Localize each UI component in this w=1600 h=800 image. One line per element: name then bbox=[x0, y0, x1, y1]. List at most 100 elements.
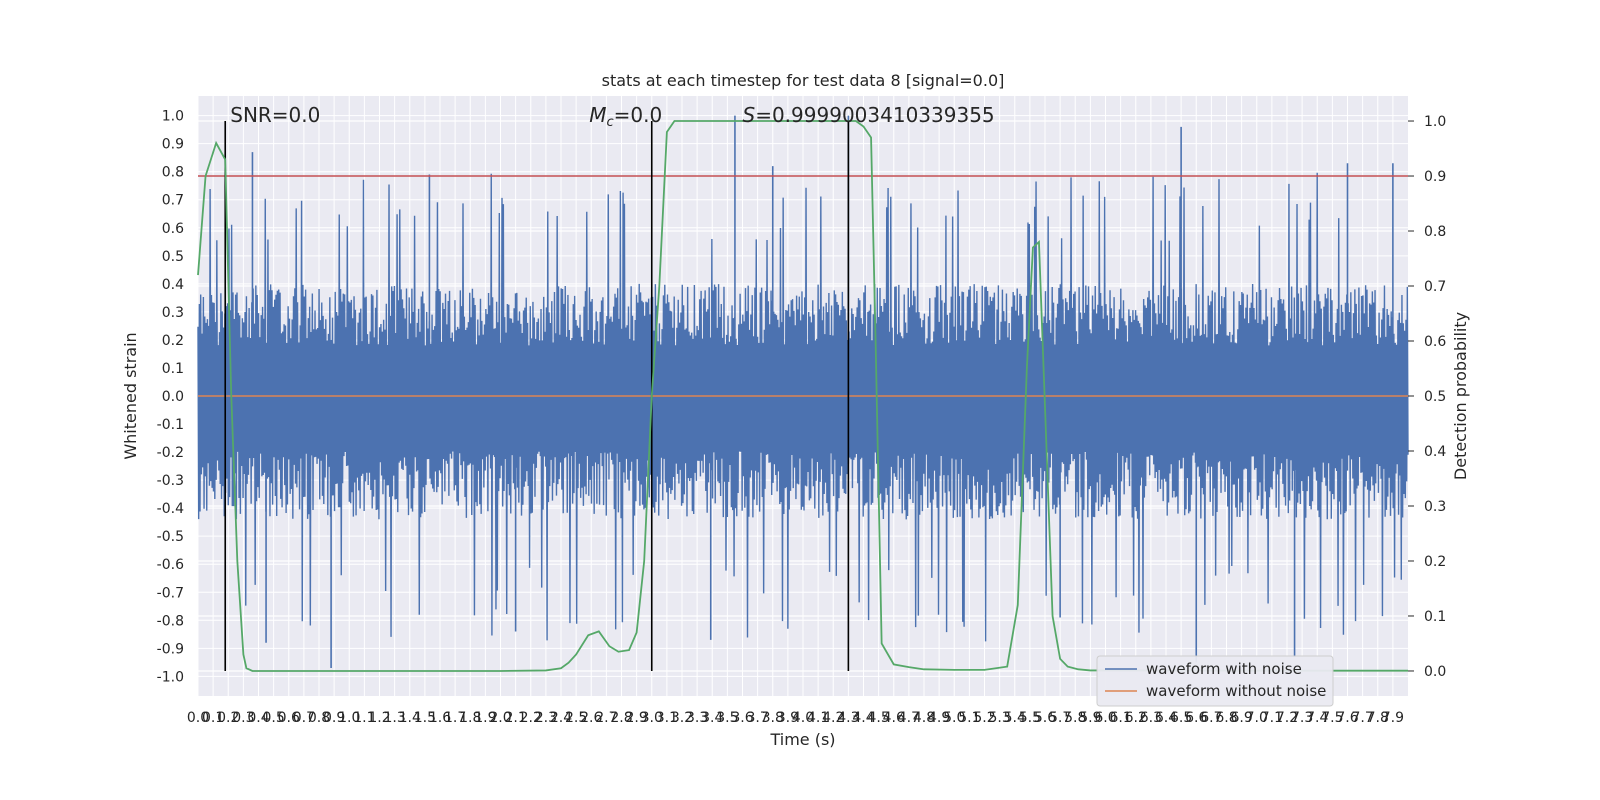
x-tick-label: 6.0 bbox=[1094, 710, 1116, 726]
x-tick-label: 4.1 bbox=[807, 710, 829, 726]
x-tick-label: 2.8 bbox=[610, 710, 632, 726]
x-tick-label: 7.8 bbox=[1367, 710, 1389, 726]
x-tick-label: 0.3 bbox=[232, 710, 254, 726]
x-tick-label: 7.4 bbox=[1306, 710, 1328, 726]
y2-tick-label: 0.8 bbox=[1424, 224, 1446, 240]
x-axis-label: Time (s) bbox=[769, 730, 835, 749]
x-tick-label: 6.5 bbox=[1170, 710, 1192, 726]
x-tick-label: 7.9 bbox=[1382, 710, 1404, 726]
x-tick-label: 6.6 bbox=[1185, 710, 1207, 726]
y2-tick-label: 0.1 bbox=[1424, 609, 1446, 625]
y2-tick-label: 0.7 bbox=[1424, 279, 1446, 295]
x-tick-label: 1.3 bbox=[383, 710, 405, 726]
x-tick-label: 2.4 bbox=[550, 710, 572, 726]
x-tick-label: 7.0 bbox=[1246, 710, 1268, 726]
y-tick-label: 0.2 bbox=[162, 333, 184, 349]
annotation-s-value: =0.9999003410339355 bbox=[755, 103, 994, 127]
y2-tick-label: 0.0 bbox=[1424, 664, 1446, 680]
x-tick-label: 2.5 bbox=[565, 710, 587, 726]
x-tick-label: 0.6 bbox=[278, 710, 300, 726]
x-tick-label: 3.4 bbox=[701, 710, 723, 726]
x-tick-label: 2.6 bbox=[580, 710, 602, 726]
x-tick-label: 3.2 bbox=[671, 710, 693, 726]
y-tick-label: -0.5 bbox=[157, 529, 184, 545]
x-tick-label: 2.7 bbox=[595, 710, 617, 726]
x-tick-label: 4.0 bbox=[792, 710, 814, 726]
x-tick-label: 1.8 bbox=[459, 710, 481, 726]
x-tick-label: 5.4 bbox=[1004, 710, 1026, 726]
y2-tick-label: 0.2 bbox=[1424, 554, 1446, 570]
x-tick-label: 3.9 bbox=[777, 710, 799, 726]
y-tick-label: -0.9 bbox=[157, 641, 184, 657]
x-tick-label: 7.2 bbox=[1276, 710, 1298, 726]
y2-tick-label: 0.3 bbox=[1424, 499, 1446, 515]
annotations: SNR=0.0 Mc=0.0 S=0.9999003410339355 bbox=[230, 103, 994, 130]
x-tick-label: 0.4 bbox=[247, 710, 269, 726]
x-tick-label: 6.7 bbox=[1200, 710, 1222, 726]
y-tick-label: 0.0 bbox=[162, 389, 184, 405]
x-tick-label: 7.7 bbox=[1351, 710, 1373, 726]
x-tick-label: 5.2 bbox=[973, 710, 995, 726]
series-detection-probability bbox=[197, 120, 1408, 672]
x-tick-label: 1.5 bbox=[414, 710, 436, 726]
y2-tick-label: 0.6 bbox=[1424, 334, 1446, 350]
x-tick-label: 5.9 bbox=[1079, 710, 1101, 726]
y-tick-label: 0.5 bbox=[162, 249, 184, 265]
x-tick-label: 2.2 bbox=[520, 710, 542, 726]
annotation-mc-symbol: M bbox=[589, 103, 606, 127]
x-tick-label: 0.7 bbox=[293, 710, 315, 726]
y-tick-label: -1.0 bbox=[157, 669, 184, 685]
x-tick-label: 7.1 bbox=[1261, 710, 1283, 726]
y2-tick-label: 0.5 bbox=[1424, 389, 1446, 405]
x-tick-label: 5.0 bbox=[943, 710, 965, 726]
legend-label-clean: waveform without noise bbox=[1146, 682, 1326, 700]
x-tick-label: 3.8 bbox=[762, 710, 784, 726]
x-tick-label: 0.9 bbox=[323, 710, 345, 726]
x-tick-label: 4.5 bbox=[867, 710, 889, 726]
x-tick-label: 4.4 bbox=[852, 710, 874, 726]
x-tick-label: 3.0 bbox=[641, 710, 663, 726]
x-tick-label: 6.8 bbox=[1215, 710, 1237, 726]
annotation-s: S=0.9999003410339355 bbox=[743, 103, 995, 127]
annotation-mc: Mc=0.0 bbox=[589, 103, 662, 130]
y-tick-label: -0.4 bbox=[157, 501, 184, 517]
y-tick-label: -0.8 bbox=[157, 613, 184, 629]
y-tick-label: 0.1 bbox=[162, 361, 184, 377]
y2-tick-label: 0.9 bbox=[1424, 169, 1446, 185]
x-tick-label: 4.9 bbox=[928, 710, 950, 726]
x-tick-label: 2.1 bbox=[504, 710, 526, 726]
x-tick-label: 4.2 bbox=[822, 710, 844, 726]
x-tick-label: 1.1 bbox=[353, 710, 375, 726]
y2-axis-label: Detection probability bbox=[1451, 312, 1470, 480]
x-tick-label: 3.7 bbox=[746, 710, 768, 726]
x-tick-label: 0.0 bbox=[187, 710, 209, 726]
x-tick-label: 1.0 bbox=[338, 710, 360, 726]
legend-box bbox=[1096, 655, 1334, 707]
x-tick-label: 4.3 bbox=[837, 710, 859, 726]
x-tick-label: 3.5 bbox=[716, 710, 738, 726]
x-tick-label: 1.6 bbox=[429, 710, 451, 726]
annotation-mc-value: =0.0 bbox=[614, 103, 663, 127]
y2-tick-label: 0.4 bbox=[1424, 444, 1446, 460]
x-tick-label: 7.3 bbox=[1291, 710, 1313, 726]
x-tick-label: 1.4 bbox=[399, 710, 421, 726]
x-tick-label: 5.5 bbox=[1019, 710, 1041, 726]
annotation-mc-subscript: c bbox=[607, 115, 614, 130]
y2-tick-label: 1.0 bbox=[1424, 114, 1446, 130]
x-tick-label: 5.1 bbox=[958, 710, 980, 726]
y-axis-label: Whitened strain bbox=[121, 332, 140, 459]
x-tick-label: 0.8 bbox=[308, 710, 330, 726]
x-tick-label: 4.6 bbox=[883, 710, 905, 726]
x-tick-label: 6.9 bbox=[1230, 710, 1252, 726]
y2-tick-labels: 0.0 0.1 0.2 0.3 0.4 0.5 0.6 0.7 0.8 0.9 1.0 bbox=[1408, 114, 1446, 680]
x-tick-label: 6.4 bbox=[1155, 710, 1177, 726]
y-tick-label: -0.3 bbox=[157, 473, 184, 489]
y-tick-label: 0.9 bbox=[162, 137, 184, 153]
chart-title: stats at each timestep for test data 8 [… bbox=[602, 71, 1005, 90]
x-tick-label: 2.9 bbox=[625, 710, 647, 726]
x-tick-label: 6.2 bbox=[1125, 710, 1147, 726]
x-tick-label: 0.1 bbox=[202, 710, 224, 726]
x-tick-label: 5.6 bbox=[1034, 710, 1056, 726]
x-tick-label: 1.7 bbox=[444, 710, 466, 726]
